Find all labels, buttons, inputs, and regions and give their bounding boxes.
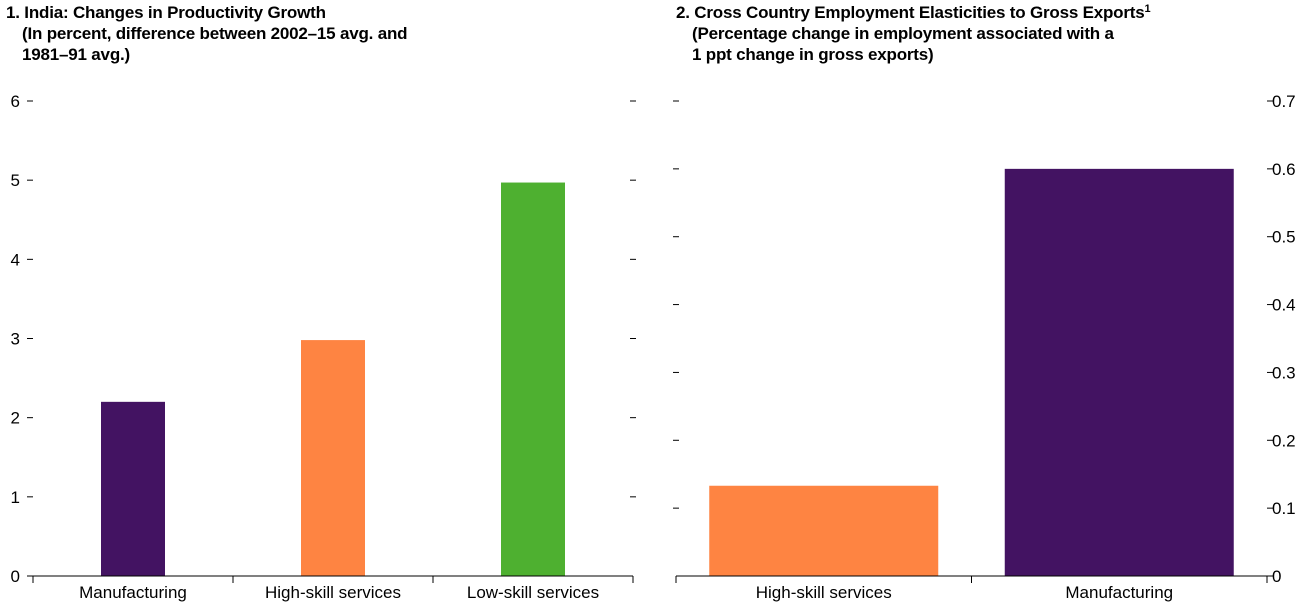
chart2-subtitle-line2: 1 ppt change in gross exports) <box>692 45 934 64</box>
chart2-title: 2. Cross Country Employment Elasticities… <box>676 3 1145 22</box>
chart2-bar-1 <box>709 485 939 576</box>
chart2-y-label-7: 0.7 <box>1272 92 1296 111</box>
chart1-title-block: 1. India: Changes in Productivity Growth… <box>6 2 566 65</box>
chart1-x-label-3: Low-skill services <box>467 583 599 602</box>
chart1-y-label-6: 6 <box>11 92 20 111</box>
chart2-title-footnote: 1 <box>1144 3 1151 15</box>
chart2-y-label-5: 0.5 <box>1272 228 1296 247</box>
chart1-y-label-1: 1 <box>11 488 20 507</box>
chart1-y-label-3: 3 <box>11 330 20 349</box>
chart2-y-label-3: 0.3 <box>1272 363 1296 382</box>
chart2-y-label-0: 0 <box>1272 567 1281 586</box>
chart1-title: 1. India: Changes in Productivity Growth <box>6 3 326 22</box>
chart2-y-label-6: 0.6 <box>1272 160 1296 179</box>
chart1-bar-2 <box>301 340 365 576</box>
chart1-x-label-1: Manufacturing <box>79 583 187 602</box>
chart1-y-label-4: 4 <box>11 250 20 269</box>
chart1-subtitle-line2: 1981–91 avg.) <box>22 45 130 64</box>
chart1-y-label-2: 2 <box>11 409 20 428</box>
chart1-y-label-0: 0 <box>11 567 20 586</box>
chart2-subtitle-line1: (Percentage change in employment associa… <box>692 24 1114 43</box>
chart2-y-label-4: 0.4 <box>1272 296 1296 315</box>
chart2-x-label-2: Manufacturing <box>1065 583 1173 602</box>
chart1-bar-1 <box>101 401 165 576</box>
chart1-subtitle-line1: (In percent, difference between 2002–15 … <box>22 24 408 43</box>
chart2-title-block: 2. Cross Country Employment Elasticities… <box>676 2 1236 65</box>
chart2-y-label-2: 0.2 <box>1272 431 1296 450</box>
chart1-bar-3 <box>501 182 565 576</box>
chart2-bar-2 <box>1004 168 1234 576</box>
chart1-x-label-2: High-skill services <box>265 583 401 602</box>
chart1-y-label-5: 5 <box>11 171 20 190</box>
chart2-title-line: 2. Cross Country Employment Elasticities… <box>676 2 1236 23</box>
chart2-x-label-1: High-skill services <box>756 583 892 602</box>
chart2-y-label-1: 0.1 <box>1272 499 1296 518</box>
